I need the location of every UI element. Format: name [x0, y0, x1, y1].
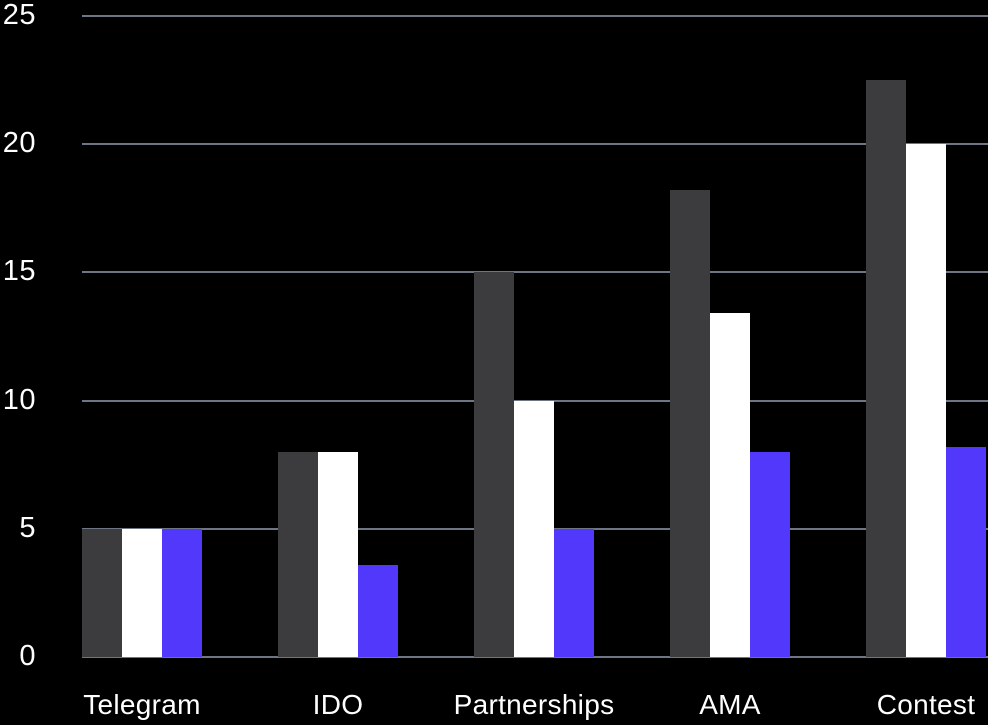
bar-telegram-dark-gray — [82, 529, 122, 657]
bar-partnerships-dark-gray — [474, 272, 514, 657]
x-tick-label-telegram: Telegram — [83, 689, 201, 720]
bar-contest-dark-gray — [866, 80, 906, 657]
bar-ido-dark-gray — [278, 452, 318, 657]
bar-partnerships-white — [514, 401, 554, 657]
bar-telegram-blue — [162, 529, 202, 657]
bar-partnerships-blue — [554, 529, 594, 657]
y-tick-label: 20 — [2, 127, 36, 160]
y-tick-label: 15 — [2, 255, 36, 288]
y-tick-label: 10 — [2, 383, 36, 416]
gridline-0 — [82, 656, 988, 658]
gridline-20 — [82, 143, 988, 146]
bar-ido-blue — [358, 565, 398, 657]
gridline-10 — [82, 399, 988, 402]
bar-telegram-white — [122, 529, 162, 657]
gridline-15 — [82, 271, 988, 274]
x-tick-label-partnerships: Partnerships — [453, 689, 615, 720]
bar-ama-dark-gray — [670, 190, 710, 657]
y-tick-label: 25 — [2, 0, 36, 31]
x-tick-label-contest: Contest — [876, 689, 976, 720]
x-tick-label-ama: AMA — [699, 689, 761, 720]
bar-ido-white — [318, 452, 358, 657]
bar-ama-white — [710, 313, 750, 657]
y-tick-label: 5 — [19, 511, 36, 544]
gridline-25 — [82, 15, 988, 17]
bar-contest-blue — [946, 447, 986, 657]
x-tick-label-ido: IDO — [312, 689, 364, 720]
bar-contest-white — [906, 144, 946, 657]
bar-ama-blue — [750, 452, 790, 657]
y-tick-label: 0 — [19, 640, 36, 672]
